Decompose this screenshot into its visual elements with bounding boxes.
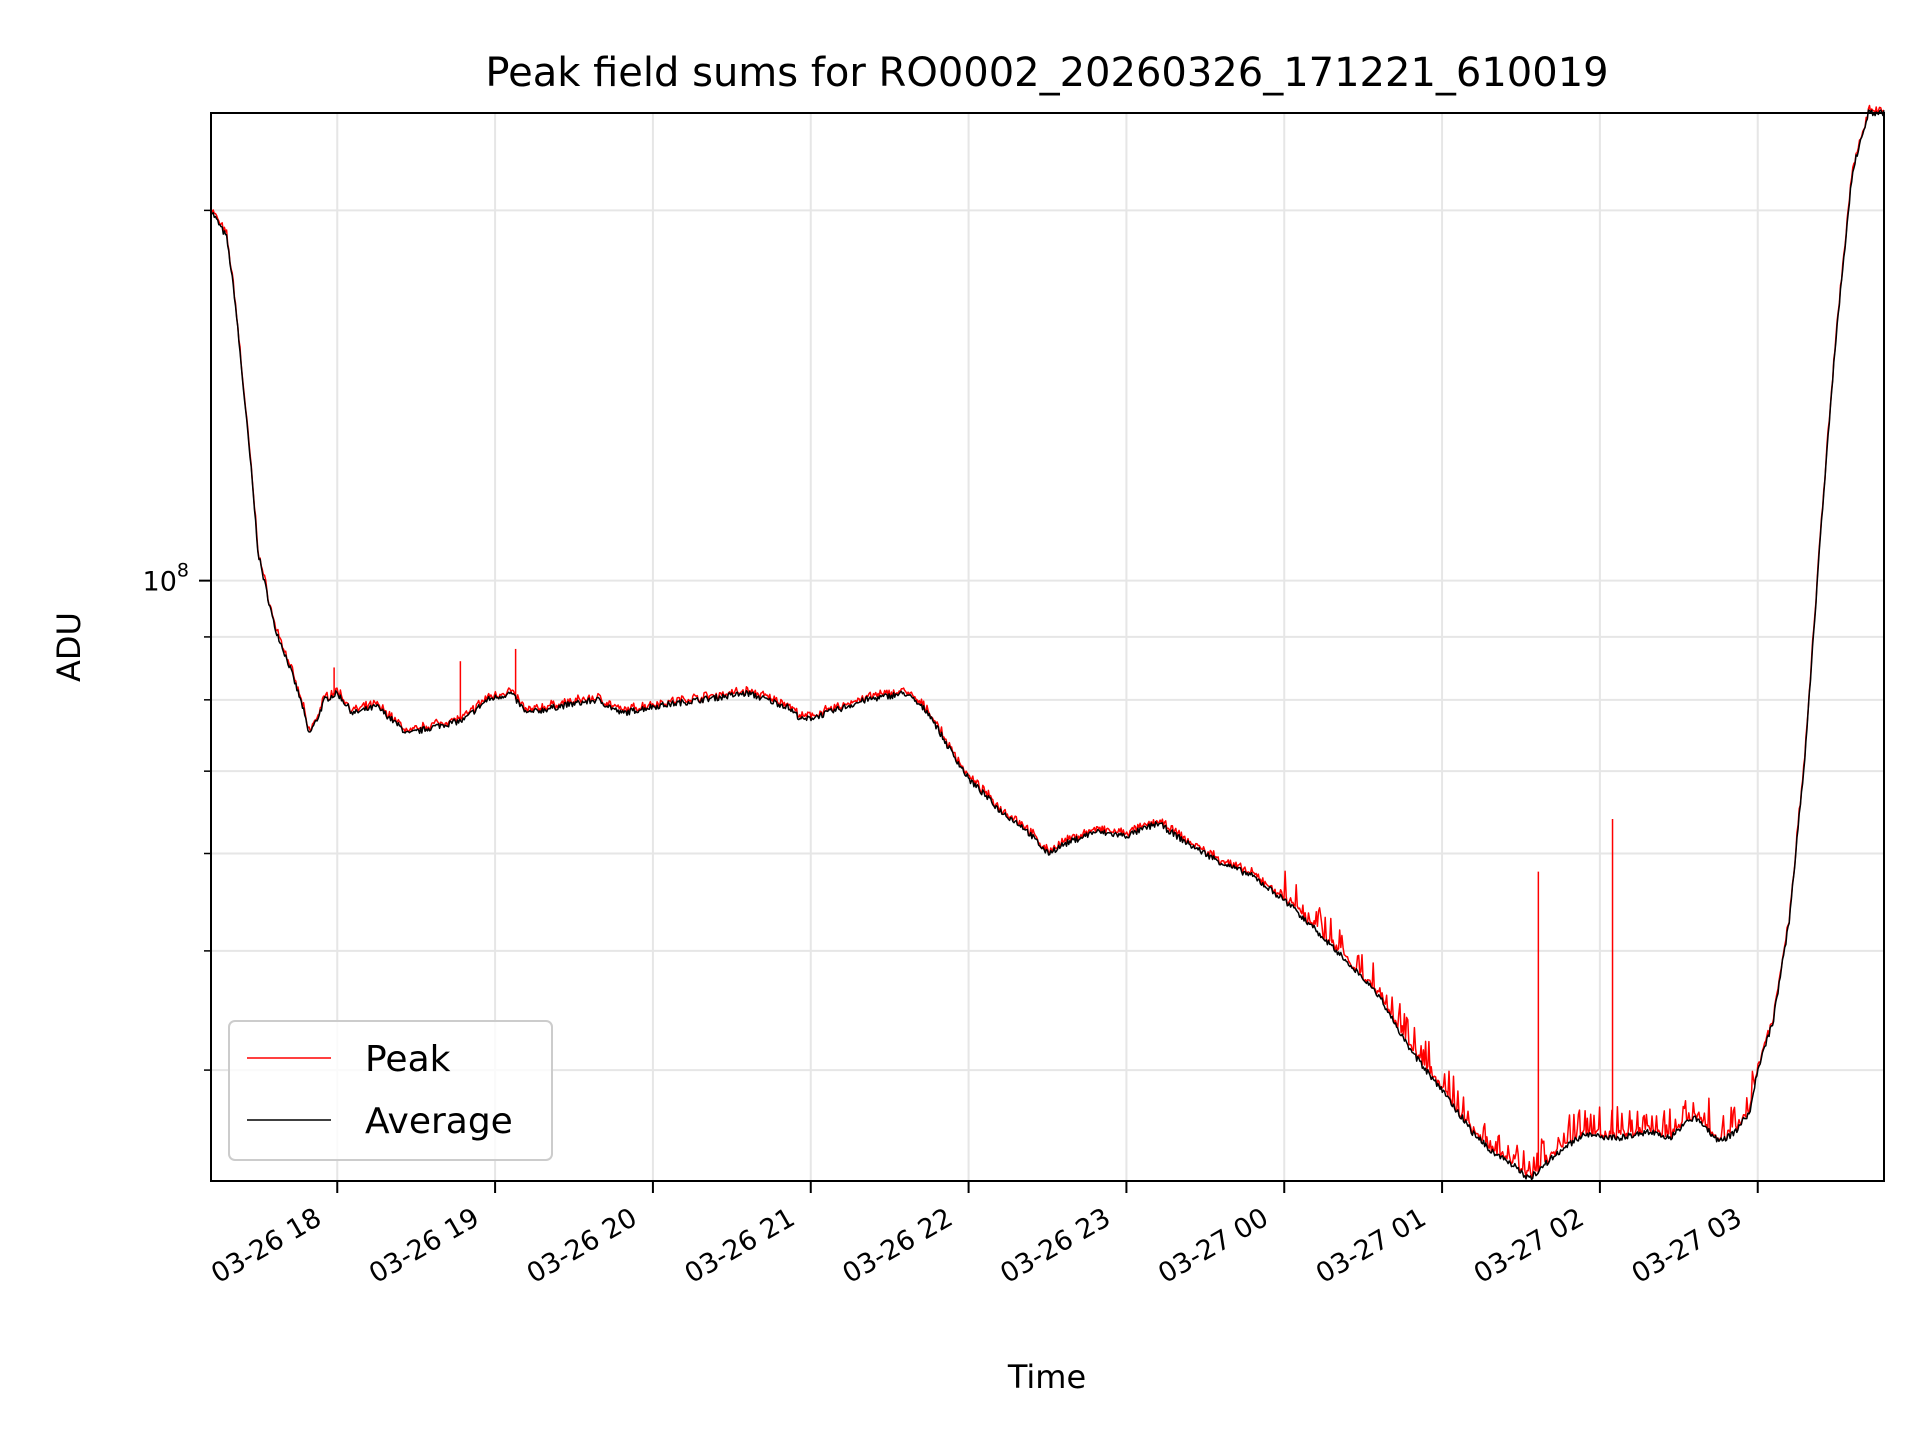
y-tick-label: 108 [143, 560, 189, 598]
average-line [210, 109, 1885, 1181]
legend: Peak Average [228, 1020, 553, 1161]
legend-box [228, 1020, 553, 1161]
legend-label-average: Average [365, 1101, 513, 1142]
y-tick-label-exponent: 8 [177, 560, 189, 582]
y-axis-title: ADU [50, 612, 88, 682]
x-axis-title: Time [1007, 1358, 1086, 1396]
peak-line [210, 104, 1885, 1179]
y-tick-label-base: 10 [143, 567, 177, 598]
plot-series [210, 104, 1885, 1181]
chart-title: Peak field sums for RO0002_20260326_1712… [485, 50, 1608, 96]
legend-label-peak: Peak [365, 1039, 451, 1080]
plot-frame [210, 112, 1885, 1182]
